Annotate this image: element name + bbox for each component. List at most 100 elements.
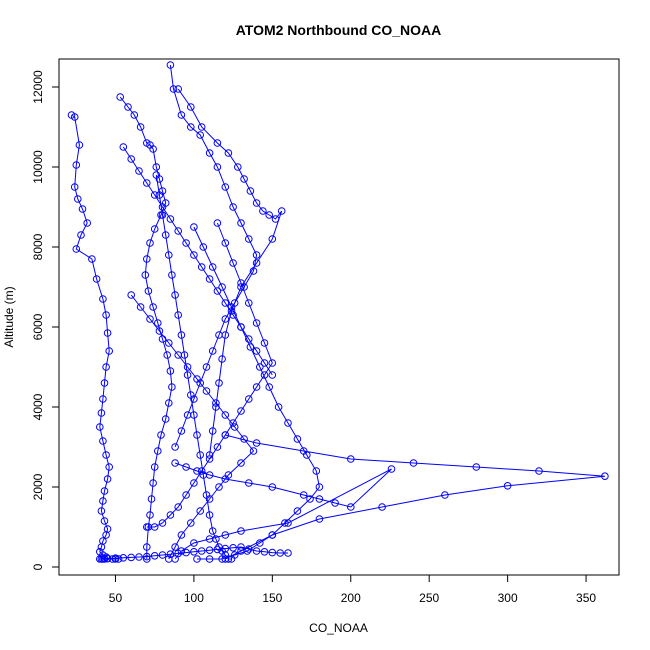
data-point — [146, 239, 154, 247]
data-point — [245, 335, 253, 343]
data-point — [299, 491, 308, 499]
data-point — [187, 123, 195, 131]
data-point — [293, 507, 302, 515]
data-point — [213, 163, 222, 171]
data-point — [245, 545, 253, 553]
data-point — [174, 503, 182, 511]
data-point — [240, 175, 248, 183]
data-point — [234, 163, 242, 171]
data-point — [143, 543, 151, 551]
data-point — [114, 555, 123, 563]
y-tick-label: 4000 — [31, 393, 45, 420]
data-point — [197, 547, 206, 555]
data-point — [143, 555, 151, 563]
data-point — [171, 443, 179, 451]
data-point — [237, 219, 245, 227]
data-point — [199, 243, 208, 251]
x-axis: 50 100 150 200 250 300 350 — [109, 574, 596, 605]
x-tick-label: 50 — [109, 591, 123, 605]
data-point — [149, 145, 157, 153]
data-point — [213, 219, 222, 227]
y-axis: 0 2000 4000 6000 8000 10000 12000 — [31, 70, 60, 570]
data-point — [100, 379, 109, 387]
data-point — [193, 431, 201, 439]
data-point — [152, 171, 161, 179]
data-point — [252, 259, 261, 267]
data-point — [227, 555, 236, 563]
data-point — [105, 347, 113, 355]
data-point — [165, 339, 173, 347]
y-tick-label: 8000 — [31, 233, 45, 260]
data-point — [303, 451, 311, 459]
data-point — [177, 531, 186, 539]
data-point — [161, 231, 170, 239]
data-point — [197, 263, 206, 271]
data-point — [124, 103, 132, 111]
data-point — [205, 555, 214, 563]
data-point — [158, 211, 167, 219]
data-point — [205, 546, 214, 555]
data-point — [221, 544, 230, 553]
data-point — [102, 531, 110, 539]
data-point — [190, 223, 198, 231]
data-point — [271, 215, 280, 223]
data-point — [190, 479, 198, 487]
x-axis-label: CO_NOAA — [309, 621, 368, 635]
data-point — [268, 483, 277, 491]
data-point — [315, 495, 324, 503]
data-point — [224, 555, 233, 563]
data-point — [193, 555, 201, 563]
data-point — [99, 497, 107, 505]
data-point — [150, 463, 159, 471]
data-point — [229, 419, 237, 427]
data-point — [177, 111, 186, 119]
data-point — [127, 155, 135, 163]
data-point — [240, 435, 248, 443]
data-point — [213, 545, 222, 554]
series-7 — [127, 291, 258, 563]
data-point — [221, 431, 230, 439]
data-point — [213, 287, 222, 295]
data-point — [237, 459, 245, 467]
data-point — [99, 395, 107, 403]
data-point — [229, 259, 237, 267]
series-11 — [119, 143, 277, 379]
x-tick-label: 150 — [262, 591, 282, 605]
data-point — [174, 85, 182, 93]
series-line — [122, 146, 273, 376]
data-point — [202, 363, 211, 371]
series-10 — [143, 219, 277, 531]
data-point — [88, 255, 96, 263]
data-point — [224, 149, 233, 157]
data-point — [237, 407, 245, 415]
data-point — [155, 327, 164, 335]
data-point — [306, 495, 314, 503]
data-point — [260, 371, 269, 379]
data-point — [265, 383, 274, 391]
data-point — [237, 543, 245, 551]
data-point — [249, 447, 258, 455]
series-1 — [67, 111, 123, 563]
data-point — [182, 239, 190, 247]
data-point — [154, 319, 162, 327]
data-point — [205, 455, 214, 463]
data-point — [177, 331, 186, 339]
data-point — [221, 411, 230, 419]
data-point — [96, 555, 104, 563]
data-point — [237, 323, 245, 331]
data-point — [119, 143, 128, 151]
data-point — [168, 383, 176, 391]
data-point — [229, 203, 237, 211]
data-point — [166, 61, 175, 69]
data-point — [331, 499, 339, 507]
data-point — [182, 548, 190, 557]
data-point — [171, 543, 179, 551]
data-point — [100, 487, 109, 495]
data-point — [208, 347, 217, 355]
data-point — [158, 203, 167, 211]
data-point — [229, 544, 237, 552]
data-point — [174, 549, 182, 558]
data-point — [221, 183, 230, 191]
data-point — [78, 205, 87, 213]
data-point — [171, 291, 179, 299]
